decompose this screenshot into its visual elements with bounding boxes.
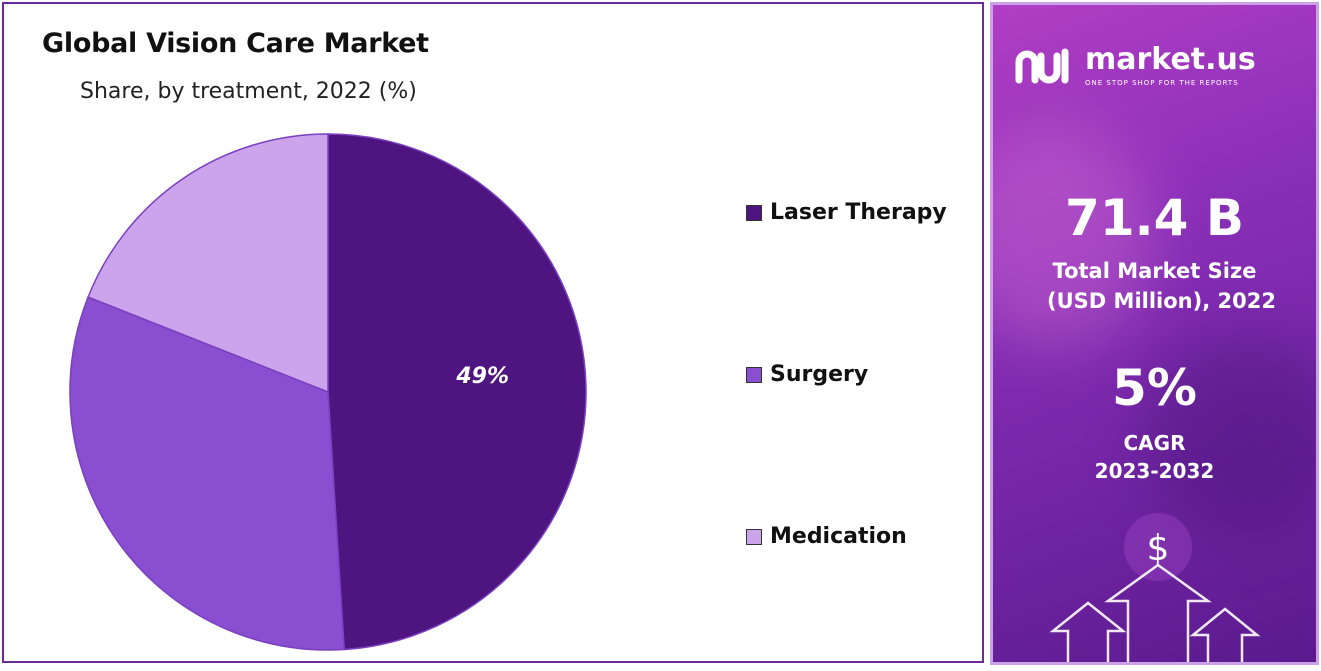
brand-tagline: ONE STOP SHOP FOR THE REPORTS: [1085, 79, 1239, 87]
background-glow: [993, 125, 1153, 345]
brand-name: market.us: [1085, 42, 1256, 77]
arrow-up-icon-left: [1049, 601, 1127, 662]
legend-label-surgery: Surgery: [770, 362, 869, 387]
legend-swatch-surgery: [746, 366, 762, 383]
chart-subtitle: Share, by treatment, 2022 (%): [80, 79, 417, 104]
legend-item-surgery: Surgery: [746, 362, 868, 387]
legend-item-laser-therapy: Laser Therapy: [746, 200, 947, 225]
pie-chart: 49%: [69, 133, 587, 651]
market-size-value: 71.4 B: [1065, 189, 1244, 247]
background-shadow: [1143, 335, 1316, 535]
pie-slice-medication: [87, 133, 329, 394]
chart-title: Global Vision Care Market: [42, 28, 429, 59]
coin-circle: [1124, 513, 1192, 581]
cagr-label: CAGR: [1123, 431, 1186, 455]
growth-arrows-illustration: $: [1049, 513, 1261, 662]
legend-swatch-laser-therapy: [746, 204, 762, 221]
market-size-unit: (USD Million), 2022: [1047, 289, 1276, 313]
cagr-value: 5%: [1112, 359, 1197, 417]
market-us-logo-icon: [1015, 48, 1069, 84]
arrow-up-icon-center: [1104, 563, 1212, 662]
dollar-icon: $: [1147, 528, 1170, 569]
pie-slice-surgery: [69, 296, 345, 651]
data-label-laser-therapy: 49%: [455, 364, 509, 389]
market-info-panel: market.us ONE STOP SHOP FOR THE REPORTS …: [990, 2, 1319, 665]
pie-slice-laser-therapy: [327, 133, 587, 651]
market-size-label: Total Market Size: [1052, 259, 1257, 283]
chart-panel: Global Vision Care Market Share, by trea…: [2, 2, 984, 663]
legend-swatch-medication: [746, 528, 762, 545]
legend-label-laser-therapy: Laser Therapy: [770, 200, 947, 225]
legend-label-medication: Medication: [770, 524, 907, 549]
cagr-period: 2023-2032: [1094, 459, 1215, 483]
brand-logo: market.us ONE STOP SHOP FOR THE REPORTS: [1015, 45, 1256, 87]
legend-item-medication: Medication: [746, 524, 907, 549]
arrow-up-icon-right: [1189, 607, 1261, 662]
